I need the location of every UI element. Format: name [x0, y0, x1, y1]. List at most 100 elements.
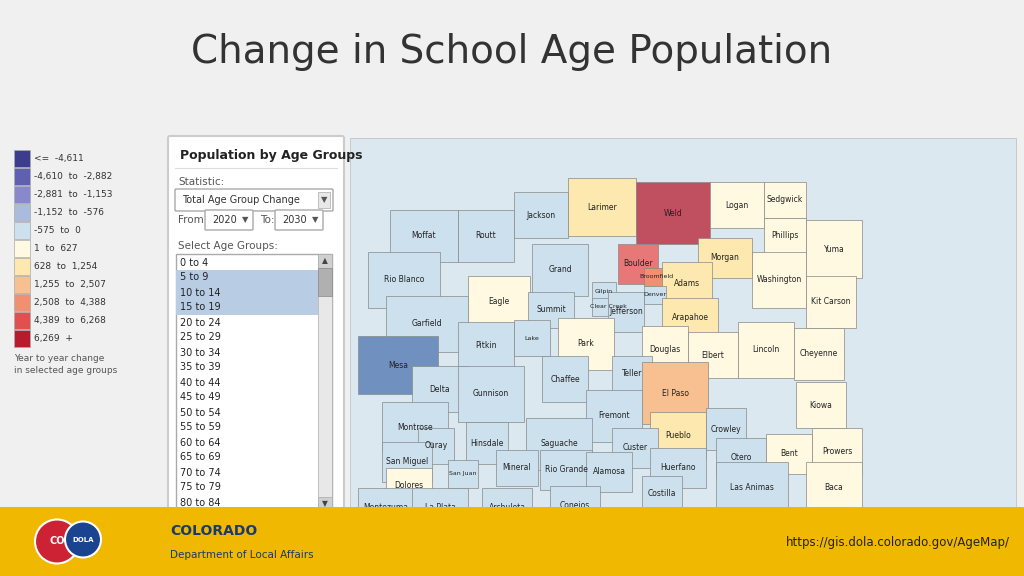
Text: Lake: Lake — [524, 335, 540, 340]
Text: 10 to 14: 10 to 14 — [180, 287, 220, 297]
FancyBboxPatch shape — [175, 189, 333, 211]
Text: San Miguel: San Miguel — [386, 457, 428, 467]
Text: ▼: ▼ — [321, 195, 328, 204]
Text: 50 to 54: 50 to 54 — [180, 407, 221, 418]
Text: Gilpin: Gilpin — [595, 289, 613, 294]
Text: Delta: Delta — [430, 385, 451, 393]
Bar — [382, 402, 449, 452]
Circle shape — [35, 520, 79, 563]
Text: 1  to  627: 1 to 627 — [34, 244, 78, 253]
Text: Population by Age Groups: Population by Age Groups — [180, 150, 362, 162]
Bar — [612, 428, 658, 468]
Text: Huerfano: Huerfano — [660, 464, 695, 472]
Bar — [0, 507, 1024, 576]
Bar — [662, 298, 718, 336]
Bar — [318, 268, 332, 296]
Bar — [390, 210, 458, 262]
Text: Routt: Routt — [475, 232, 497, 241]
Bar — [636, 182, 710, 244]
FancyBboxPatch shape — [275, 210, 323, 230]
Text: Select Age Groups:: Select Age Groups: — [178, 241, 278, 251]
Bar — [618, 244, 658, 284]
Text: El Paso: El Paso — [662, 388, 688, 397]
Text: 60 to 64: 60 to 64 — [180, 438, 220, 448]
Text: Weld: Weld — [664, 209, 682, 218]
Bar — [644, 268, 668, 286]
Bar — [586, 452, 632, 492]
Bar — [358, 488, 414, 528]
Text: Moffat: Moffat — [412, 232, 436, 241]
Bar — [318, 192, 330, 208]
Text: DOLA: DOLA — [73, 536, 94, 543]
Text: Kit Carson: Kit Carson — [811, 297, 851, 306]
Bar — [14, 276, 30, 293]
Text: Cheyenne: Cheyenne — [800, 350, 838, 358]
Bar — [558, 318, 614, 370]
Circle shape — [65, 521, 101, 558]
Bar — [806, 462, 862, 514]
Bar — [698, 238, 752, 278]
Bar — [318, 497, 332, 511]
Bar — [176, 300, 318, 315]
Text: Boulder: Boulder — [624, 260, 653, 268]
Text: COLORADO: COLORADO — [170, 524, 257, 538]
Text: Montezuma: Montezuma — [364, 503, 409, 513]
Bar — [796, 382, 846, 428]
Text: Alamosa: Alamosa — [593, 468, 626, 476]
FancyBboxPatch shape — [168, 136, 344, 512]
Text: Chaffee: Chaffee — [550, 374, 580, 384]
Text: 6,269  +: 6,269 + — [34, 334, 73, 343]
Bar — [650, 448, 706, 488]
Bar — [650, 412, 706, 458]
Bar — [752, 252, 806, 308]
Text: Jackson: Jackson — [526, 210, 556, 219]
Text: Statistic:: Statistic: — [178, 177, 224, 187]
Text: Kiowa: Kiowa — [810, 400, 833, 410]
Text: Denver: Denver — [643, 293, 667, 297]
Bar — [550, 486, 600, 524]
Text: Phillips: Phillips — [771, 232, 799, 241]
Bar — [14, 204, 30, 221]
Bar — [608, 292, 644, 332]
Text: -575  to  0: -575 to 0 — [34, 226, 81, 235]
Bar — [386, 296, 468, 352]
Bar — [612, 356, 652, 392]
Bar — [14, 330, 30, 347]
Text: CO: CO — [49, 536, 65, 547]
Bar — [14, 312, 30, 329]
Bar — [358, 336, 438, 394]
Text: Gunnison: Gunnison — [473, 389, 509, 399]
Text: ▲: ▲ — [323, 256, 328, 266]
Text: Mineral: Mineral — [503, 464, 531, 472]
Bar — [766, 434, 812, 474]
Bar — [710, 182, 764, 228]
Text: 4,389  to  6,268: 4,389 to 6,268 — [34, 316, 105, 325]
Bar — [418, 428, 454, 464]
Text: 15 to 19: 15 to 19 — [180, 302, 220, 313]
Text: 45 to 49: 45 to 49 — [180, 392, 220, 403]
Bar — [382, 442, 432, 482]
Text: 25 to 29: 25 to 29 — [180, 332, 221, 343]
Text: Pueblo: Pueblo — [666, 430, 691, 439]
Text: 40 to 44: 40 to 44 — [180, 377, 220, 388]
Bar — [806, 220, 862, 278]
Text: Change in School Age Population: Change in School Age Population — [191, 33, 833, 71]
Text: 65 to 69: 65 to 69 — [180, 453, 220, 463]
Text: Ouray: Ouray — [424, 441, 447, 450]
Text: Lincoln: Lincoln — [753, 346, 779, 354]
Text: Rio Blanco: Rio Blanco — [384, 275, 424, 285]
Text: Elbert: Elbert — [701, 351, 724, 359]
Bar — [176, 270, 318, 285]
Bar — [526, 418, 592, 470]
Text: 30 to 34: 30 to 34 — [180, 347, 220, 358]
Bar — [14, 294, 30, 311]
Text: Saguache: Saguache — [541, 439, 578, 449]
Text: 628  to  1,254: 628 to 1,254 — [34, 262, 97, 271]
Bar — [514, 192, 568, 238]
Text: 55 to 59: 55 to 59 — [180, 423, 221, 433]
Bar — [586, 390, 642, 442]
Bar — [176, 254, 332, 511]
Bar — [14, 240, 30, 257]
Bar — [14, 186, 30, 203]
Text: Broomfield: Broomfield — [639, 275, 673, 279]
